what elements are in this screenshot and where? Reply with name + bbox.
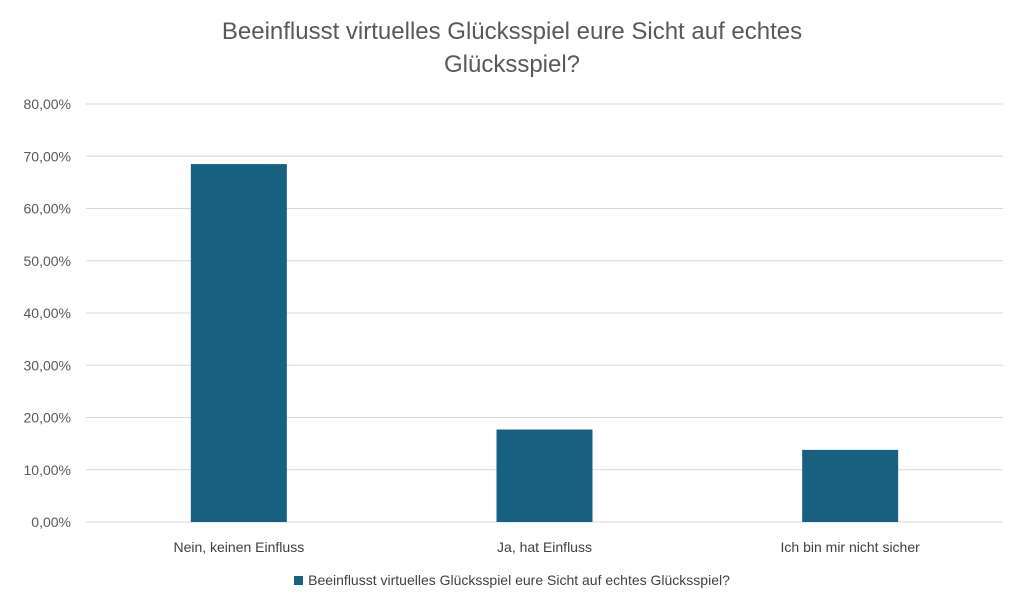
chart-title-line-1: Beeinflusst virtuelles Glücksspiel eure … (221, 18, 803, 45)
y-tick-label: 80,00% (24, 96, 71, 112)
y-tick-label: 40,00% (24, 305, 71, 321)
x-tick-label: Ich bin mir nicht sicher (781, 539, 921, 555)
y-tick-label: 10,00% (24, 462, 71, 478)
x-tick-label: Nein, keinen Einfluss (173, 539, 304, 555)
plot-area: 80,00% 70,00% 60,00% 50,00% 40,00% 30,00% 20,0… (24, 96, 1003, 555)
x-tick-label: Ja, hat Einfluss (497, 539, 592, 555)
y-tick-label: 60,00% (24, 201, 71, 217)
chart-title-line-2: Glücksspiel? (443, 51, 581, 78)
y-tick-label: 50,00% (24, 253, 71, 269)
y-tick-label: 30,00% (24, 357, 71, 373)
bar (496, 429, 593, 522)
legend-label: Beeinflusst virtuelles Glücksspiel eure … (308, 572, 730, 588)
y-tick-label: 0,00% (31, 514, 71, 530)
bar (190, 164, 287, 522)
y-tick-label: 70,00% (24, 148, 71, 164)
bar (802, 449, 899, 522)
legend: Beeinflusst virtuelles Glücksspiel eure … (0, 572, 1024, 588)
y-tick-label: 20,00% (24, 410, 71, 426)
legend-swatch (294, 575, 304, 585)
